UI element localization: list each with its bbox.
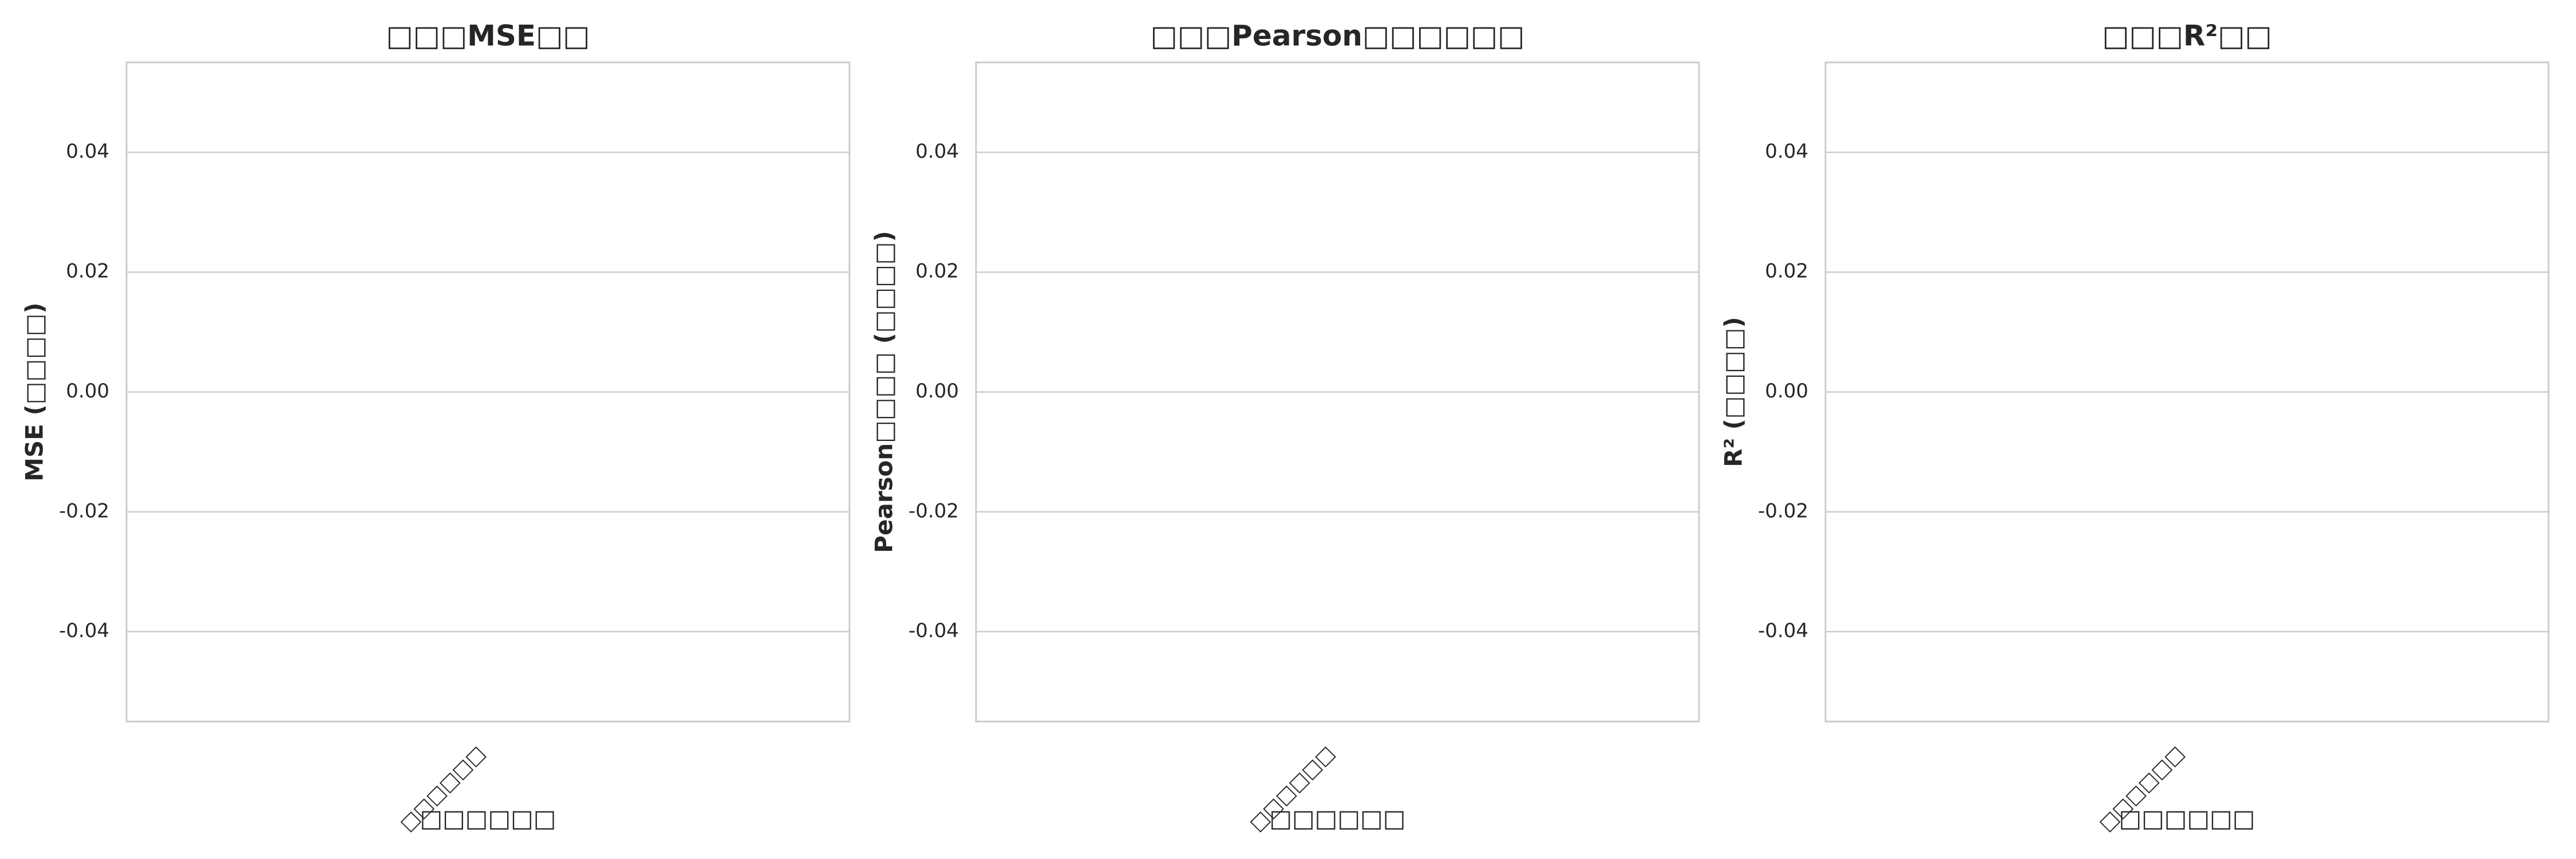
x-axis-label: □□□□□□ <box>420 805 556 833</box>
y-axis-label: R² (□□□□) <box>1720 317 1748 467</box>
chart-title: □□□MSE□□ <box>386 19 590 53</box>
y-tick-label: 0.00 <box>66 380 109 403</box>
axes-frame <box>1824 61 2550 723</box>
x-axis-label: □□□□□□ <box>1269 805 1405 833</box>
x-axis-label: □□□□□□ <box>2119 805 2255 833</box>
y-tick-label: -0.02 <box>59 499 109 522</box>
y-tick-label: 0.04 <box>1765 140 1808 163</box>
chart-title: □□□Pearson□□□□□□ <box>1151 19 1525 53</box>
y-axis-label: MSE (□□□□) <box>21 302 49 481</box>
axes-frame <box>975 61 1700 723</box>
y-tick-label: -0.04 <box>59 620 109 643</box>
axes-frame <box>125 61 851 723</box>
y-tick-label: 0.00 <box>1765 380 1808 403</box>
y-axis-label: Pearson□□□□ (□□□□) <box>870 231 898 553</box>
y-tick-label: 0.02 <box>66 260 109 283</box>
y-tick-label: -0.04 <box>1758 620 1808 643</box>
y-tick-label: -0.02 <box>1758 499 1808 522</box>
y-tick-label: 0.02 <box>1765 260 1808 283</box>
y-tick-label: -0.02 <box>908 499 959 522</box>
y-tick-label: 0.02 <box>915 260 959 283</box>
chart-title: □□□R²□□ <box>2102 19 2272 53</box>
y-tick-label: 0.04 <box>915 140 959 163</box>
y-tick-label: 0.04 <box>66 140 109 163</box>
y-tick-label: 0.00 <box>915 380 959 403</box>
y-tick-label: -0.04 <box>908 620 959 643</box>
